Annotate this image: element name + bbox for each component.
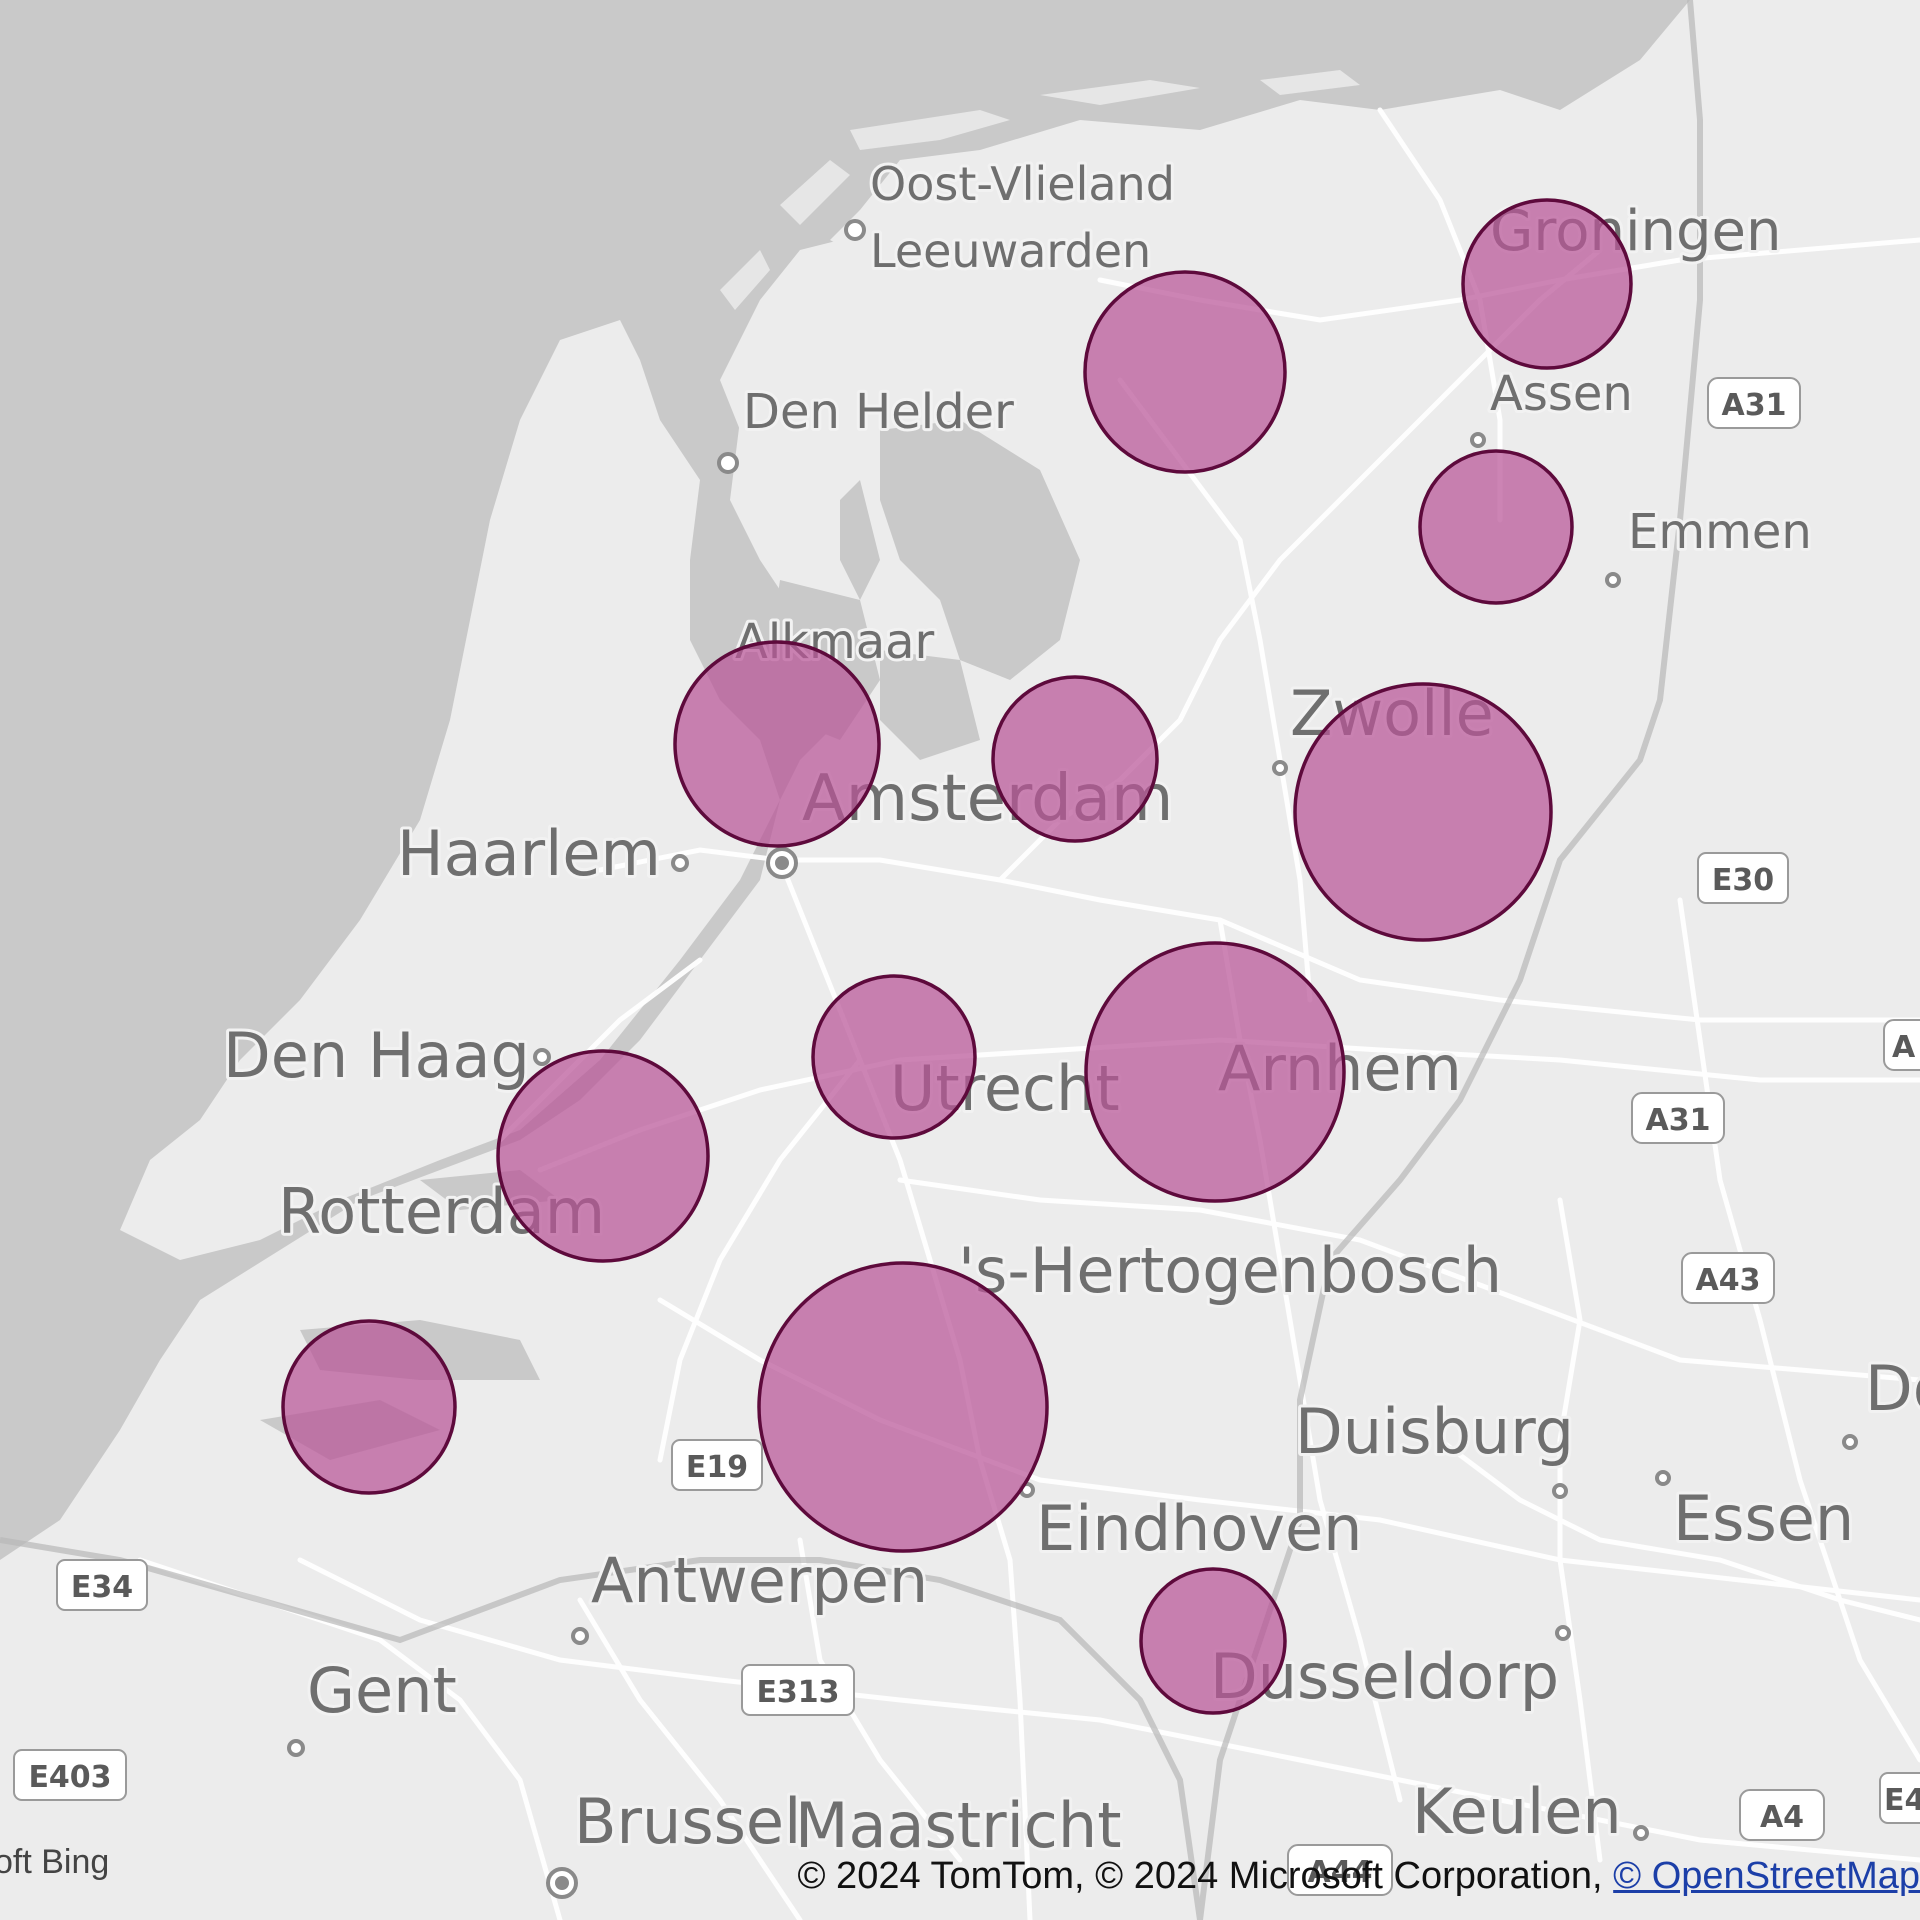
label-gent: Gent (307, 1654, 457, 1727)
label-eindhoven: Eindhoven (1036, 1492, 1362, 1565)
road-shield-e30: E30 (1697, 852, 1789, 904)
road-shield-a4: A4 (1739, 1789, 1825, 1841)
svg-text:A31: A31 (1722, 388, 1787, 423)
road-shield-a43: A43 (1681, 1252, 1775, 1304)
bubble-friesland[interactable] (1083, 270, 1287, 474)
svg-text:E34: E34 (71, 1570, 133, 1605)
road-shield-e403: E403 (13, 1749, 127, 1801)
highway-shields: A31 E30 A31 A43 E19 E34 E313 E403 A4 A44… (13, 377, 1920, 1896)
label-assen: Assen (1490, 366, 1633, 422)
city-markers (287, 219, 1858, 1899)
label-den-helder: Den Helder (743, 384, 1014, 440)
svg-text:E19: E19 (686, 1450, 748, 1485)
svg-text:E313: E313 (756, 1675, 839, 1710)
svg-text:A4: A4 (1760, 1800, 1804, 1835)
bing-logo: oft Bing (0, 1843, 110, 1881)
bubble-gelderland[interactable] (1084, 941, 1346, 1203)
label-emmen: Emmen (1628, 504, 1812, 560)
label-essen: Essen (1673, 1482, 1854, 1555)
bubble-noord-holland[interactable] (673, 640, 881, 848)
border-lines (0, 0, 1703, 1920)
label-den-haag: Den Haag (223, 1019, 530, 1092)
road-shield-e34: E34 (56, 1559, 148, 1611)
road-shield-e4-partial: E4 (1879, 1772, 1920, 1824)
svg-text:E4: E4 (1884, 1783, 1920, 1818)
map-attribution: © 2024 TomTom, © 2024 Microsoft Corporat… (798, 1855, 1920, 1898)
road-shield-a31-north: A31 (1707, 377, 1801, 429)
road-shield-e19: E19 (671, 1439, 763, 1491)
label-hertogenbosch: 's-Hertogenbosch (958, 1234, 1502, 1307)
label-brussel: Brussel (574, 1785, 801, 1858)
road-shield-a31-south: A31 (1631, 1092, 1725, 1144)
bubble-limburg[interactable] (1139, 1567, 1287, 1715)
svg-text:A31: A31 (1646, 1103, 1711, 1138)
svg-text:A: A (1892, 1030, 1916, 1065)
label-oost-vlieland: Oost-Vlieland (870, 157, 1175, 211)
bubble-utrecht[interactable] (811, 974, 977, 1140)
bubble-zuid-holland[interactable] (496, 1049, 710, 1263)
bubble-noord-brabant[interactable] (757, 1261, 1049, 1553)
label-keulen: Keulen (1412, 1775, 1622, 1848)
svg-text:A43: A43 (1696, 1263, 1761, 1298)
svg-text:A44: A44 (1308, 1855, 1373, 1890)
bubble-overijssel[interactable] (1293, 682, 1553, 942)
label-duisburg: Duisburg (1295, 1395, 1574, 1468)
bubble-flevoland[interactable] (991, 675, 1159, 843)
wadden-islands (720, 70, 1360, 310)
bubble-drenthe[interactable] (1418, 449, 1574, 605)
road-shield-a44: A44 (1287, 1844, 1393, 1896)
svg-text:E403: E403 (28, 1760, 111, 1795)
label-dortmund-partial: Do (1865, 1352, 1920, 1425)
label-haarlem: Haarlem (397, 817, 661, 890)
label-antwerpen: Antwerpen (591, 1544, 928, 1617)
svg-text:E30: E30 (1712, 863, 1774, 898)
bubble-layer (281, 198, 1633, 1715)
road-shield-a-partial: A (1883, 1019, 1920, 1071)
label-leeuwarden: Leeuwarden (870, 224, 1151, 278)
openstreetmap-link[interactable]: © OpenStreetMap (1613, 1855, 1920, 1897)
label-maastricht: Maastricht (795, 1789, 1122, 1862)
road-shield-e313: E313 (741, 1664, 855, 1716)
attribution-text: © 2024 TomTom, © 2024 Microsoft Corporat… (797, 1855, 1614, 1897)
bubble-groningen[interactable] (1461, 198, 1633, 370)
bubble-zeeland[interactable] (281, 1319, 457, 1495)
